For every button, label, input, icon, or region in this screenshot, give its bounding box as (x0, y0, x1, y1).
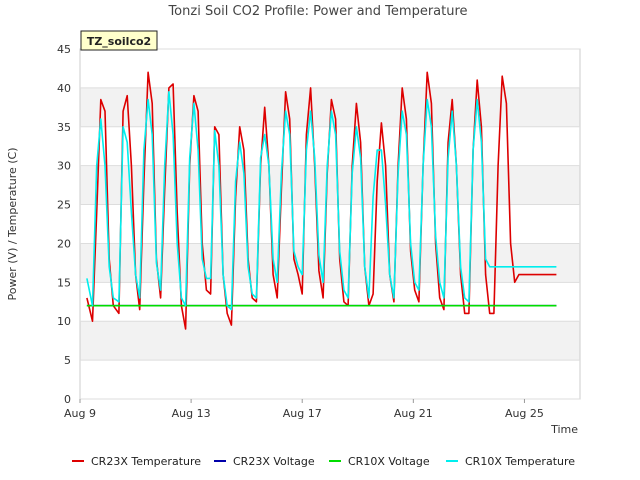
x-tick-label: Aug 17 (283, 407, 322, 420)
x-tick-label: Aug 25 (505, 407, 544, 420)
chart-title: Tonzi Soil CO2 Profile: Power and Temper… (167, 4, 467, 19)
y-tick-label: 35 (57, 121, 71, 134)
x-tick-label: Aug 13 (172, 407, 211, 420)
x-tick-label: Aug 9 (64, 407, 96, 420)
legend-label-cr23x-voltage: CR23X Voltage (233, 455, 315, 468)
legend-label-cr10x-voltage: CR10X Voltage (348, 455, 430, 468)
y-axis-label: Power (V) / Temperature (C) (6, 147, 19, 300)
badge-box (80, 30, 158, 51)
y-tick-label: 20 (57, 237, 71, 250)
series-lines (86, 71, 557, 330)
badge: TZ_soilco2 (80, 30, 158, 51)
band-3 (80, 243, 580, 283)
band-1 (80, 321, 580, 361)
y-tick-label: 25 (57, 199, 71, 212)
band-8 (80, 49, 580, 88)
y-tick-label: 15 (57, 276, 71, 289)
y-tick-label: 5 (64, 354, 71, 367)
badge-label: TZ_soilco2 (87, 35, 151, 48)
x-tick-label: Aug 21 (394, 407, 433, 420)
x-axis-ticks: Aug 9 Aug 13 Aug 17 Aug 21 Aug 25 (64, 399, 544, 420)
legend-label-cr10x-temperature: CR10X Temperature (465, 455, 575, 468)
band-0 (80, 360, 580, 399)
y-tick-label: 45 (57, 43, 71, 56)
y-tick-label: 30 (57, 160, 71, 173)
y-tick-label: 0 (64, 393, 71, 406)
legend-label-cr23x-temperature: CR23X Temperature (91, 455, 201, 468)
x-axis-label: Time (550, 423, 578, 436)
legend: CR23X Temperature CR23X Voltage CR10X Volt… (72, 455, 575, 468)
series-line-cr10x-temperature (86, 91, 557, 311)
band-2 (80, 282, 580, 322)
y-tick-label: 10 (57, 315, 71, 328)
y-tick-label: 40 (57, 82, 71, 95)
y-axis-ticks: 0 5 10 15 20 25 30 35 40 45 (57, 43, 71, 406)
